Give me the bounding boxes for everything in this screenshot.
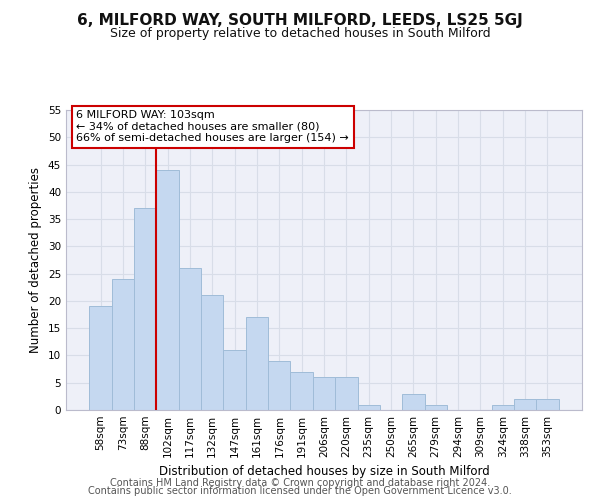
Text: Size of property relative to detached houses in South Milford: Size of property relative to detached ho… [110,28,490,40]
Text: 6, MILFORD WAY, SOUTH MILFORD, LEEDS, LS25 5GJ: 6, MILFORD WAY, SOUTH MILFORD, LEEDS, LS… [77,12,523,28]
Bar [335,378,358,410]
Bar [179,268,201,410]
Bar [514,399,536,410]
Bar [201,296,223,410]
Bar [223,350,246,410]
X-axis label: Distribution of detached houses by size in South Milford: Distribution of detached houses by size … [158,466,490,478]
Bar [313,378,335,410]
Bar [268,361,290,410]
Text: 6 MILFORD WAY: 103sqm
← 34% of detached houses are smaller (80)
66% of semi-deta: 6 MILFORD WAY: 103sqm ← 34% of detached … [76,110,349,143]
Bar [491,404,514,410]
Bar [112,279,134,410]
Bar [157,170,179,410]
Bar [89,306,112,410]
Text: Contains HM Land Registry data © Crown copyright and database right 2024.: Contains HM Land Registry data © Crown c… [110,478,490,488]
Bar [358,404,380,410]
Bar [425,404,447,410]
Bar [246,318,268,410]
Text: Contains public sector information licensed under the Open Government Licence v3: Contains public sector information licen… [88,486,512,496]
Bar [290,372,313,410]
Bar [536,399,559,410]
Bar [402,394,425,410]
Bar [134,208,157,410]
Y-axis label: Number of detached properties: Number of detached properties [29,167,43,353]
